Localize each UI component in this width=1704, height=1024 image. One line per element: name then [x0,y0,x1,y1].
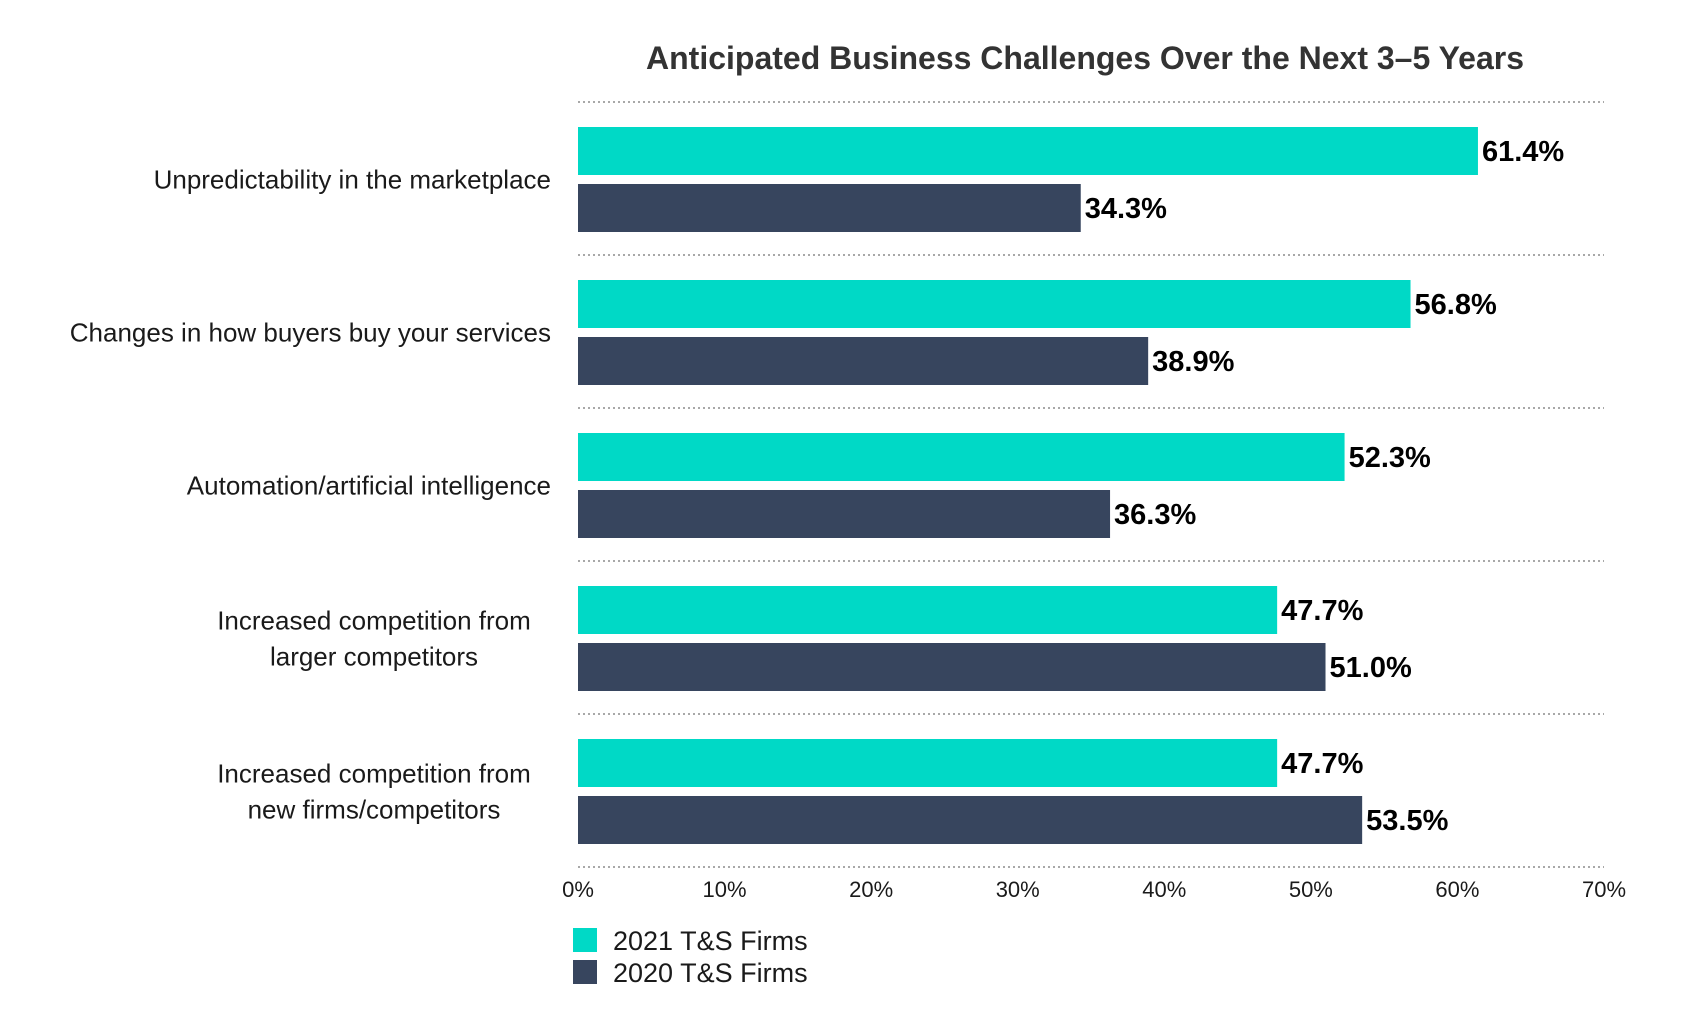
data-label: 53.5% [1366,805,1448,837]
x-tick-label: 70% [1582,877,1626,902]
bar-2021 [578,739,1278,787]
category-label: Changes in how buyers buy your services [70,318,551,348]
legend-swatch [573,928,597,952]
category-label: Increased competition from larger competi… [217,606,531,672]
x-tick-label: 40% [1142,877,1186,902]
bar-2020 [578,490,1111,538]
category-label: Increased competition from new firms/comp… [217,759,531,825]
legend-label: 2020 T&S Firms [613,958,808,988]
x-tick-label: 0% [562,877,594,902]
category-label-line: new firms/competitors [248,795,501,825]
category-label-line: larger competitors [270,642,478,672]
data-label: 52.3% [1349,442,1431,474]
x-tick-label: 20% [849,877,893,902]
data-label: 47.7% [1281,595,1363,627]
bar-2021 [578,433,1345,481]
data-label: 56.8% [1415,289,1497,321]
x-tick-label: 60% [1435,877,1479,902]
plot-area: Unpredictability in the marketplace 61.4%… [70,101,1626,902]
category-label-line: Automation/artificial intelligence [187,471,551,501]
data-label: 47.7% [1281,748,1363,780]
data-label: 61.4% [1482,136,1564,168]
bar-2021 [578,127,1478,175]
data-label: 36.3% [1114,499,1196,531]
chart-title: Anticipated Business Challenges Over the… [646,40,1524,76]
data-label: 51.0% [1330,652,1412,684]
data-label: 38.9% [1152,346,1234,378]
legend-swatch [573,960,597,984]
category-label: Unpredictability in the marketplace [154,165,551,195]
category-label-line: Changes in how buyers buy your services [70,318,551,348]
data-label: 34.3% [1085,193,1167,225]
bar-2020 [578,796,1363,844]
x-tick-label: 50% [1289,877,1333,902]
bar-2021 [578,280,1411,328]
category-label-line: Increased competition from [217,759,531,789]
category-label-line: Increased competition from [217,606,531,636]
bar-2020 [578,337,1149,385]
bar-2020 [578,184,1081,232]
x-tick-label: 30% [996,877,1040,902]
bar-2020 [578,643,1326,691]
category-label-line: Unpredictability in the marketplace [154,165,551,195]
category-label: Automation/artificial intelligence [187,471,551,501]
bar-2021 [578,586,1278,634]
legend-label: 2021 T&S Firms [613,926,808,956]
x-tick-label: 10% [703,877,747,902]
